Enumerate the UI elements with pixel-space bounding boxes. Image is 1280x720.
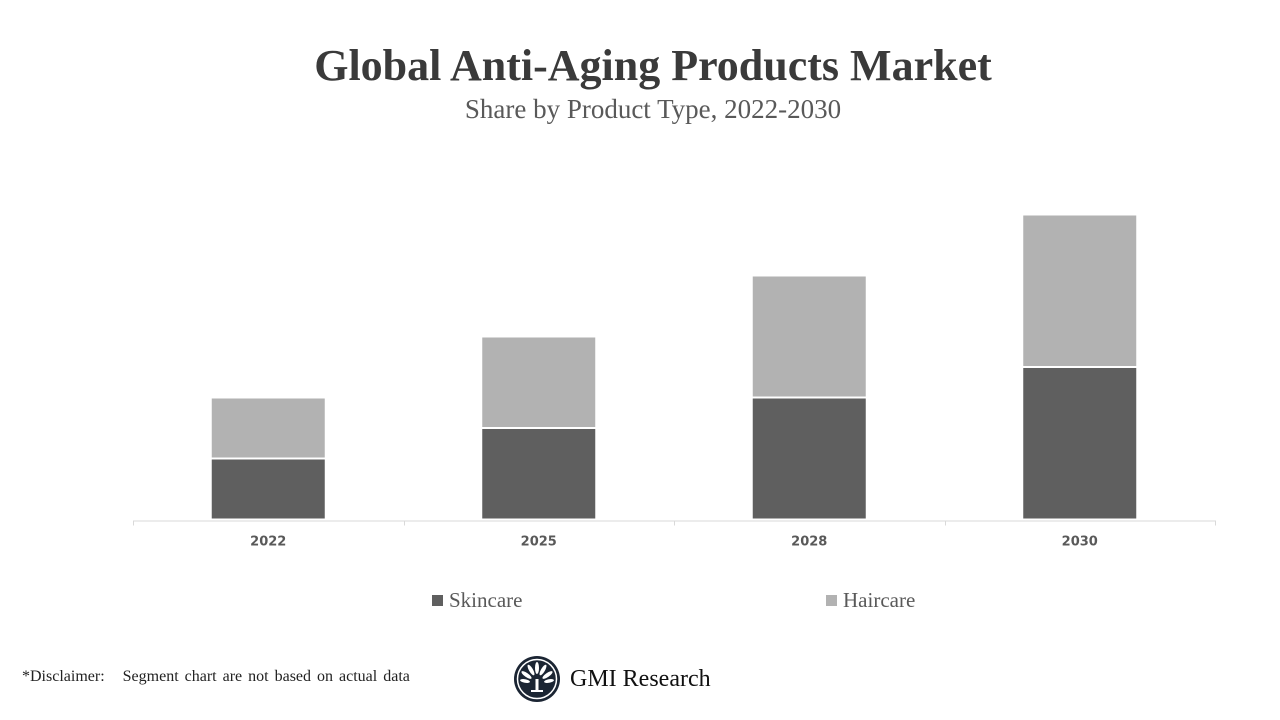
bar-haircare-2025 (482, 337, 596, 427)
legend-label-skincare: Skincare (449, 588, 523, 612)
gmi-logo-icon (514, 656, 560, 702)
x-tick-label-2030: 2030 (1062, 535, 1098, 550)
brand-name: GMI Research (570, 665, 711, 692)
x-tick-label-2022: 2022 (250, 535, 286, 550)
chart-title: Global Anti-Aging Products Market (314, 41, 992, 90)
x-tick-label-2025: 2025 (521, 535, 557, 550)
bar-skincare-2028 (752, 398, 866, 519)
bar-haircare-2028 (752, 276, 866, 397)
bar-skincare-2022 (211, 459, 325, 519)
legend-label-haircare: Haircare (843, 588, 916, 612)
legend-item-haircare: Haircare (826, 588, 915, 613)
bar-haircare-2022 (211, 398, 325, 458)
chart-subtitle: Share by Product Type, 2022-2030 (464, 94, 842, 124)
legend-item-skincare: Skincare (432, 588, 522, 613)
legend-swatch-haircare (826, 595, 837, 606)
bar-skincare-2025 (482, 429, 596, 519)
x-tick-label-2028: 2028 (791, 535, 827, 550)
bar-skincare-2030 (1023, 368, 1137, 519)
gmi-logo: GMI Research (513, 655, 711, 703)
legend-swatch-skincare (432, 595, 443, 606)
bar-haircare-2030 (1023, 215, 1137, 366)
disclaimer: *Disclaimer: Segment chart are not based… (22, 668, 410, 685)
